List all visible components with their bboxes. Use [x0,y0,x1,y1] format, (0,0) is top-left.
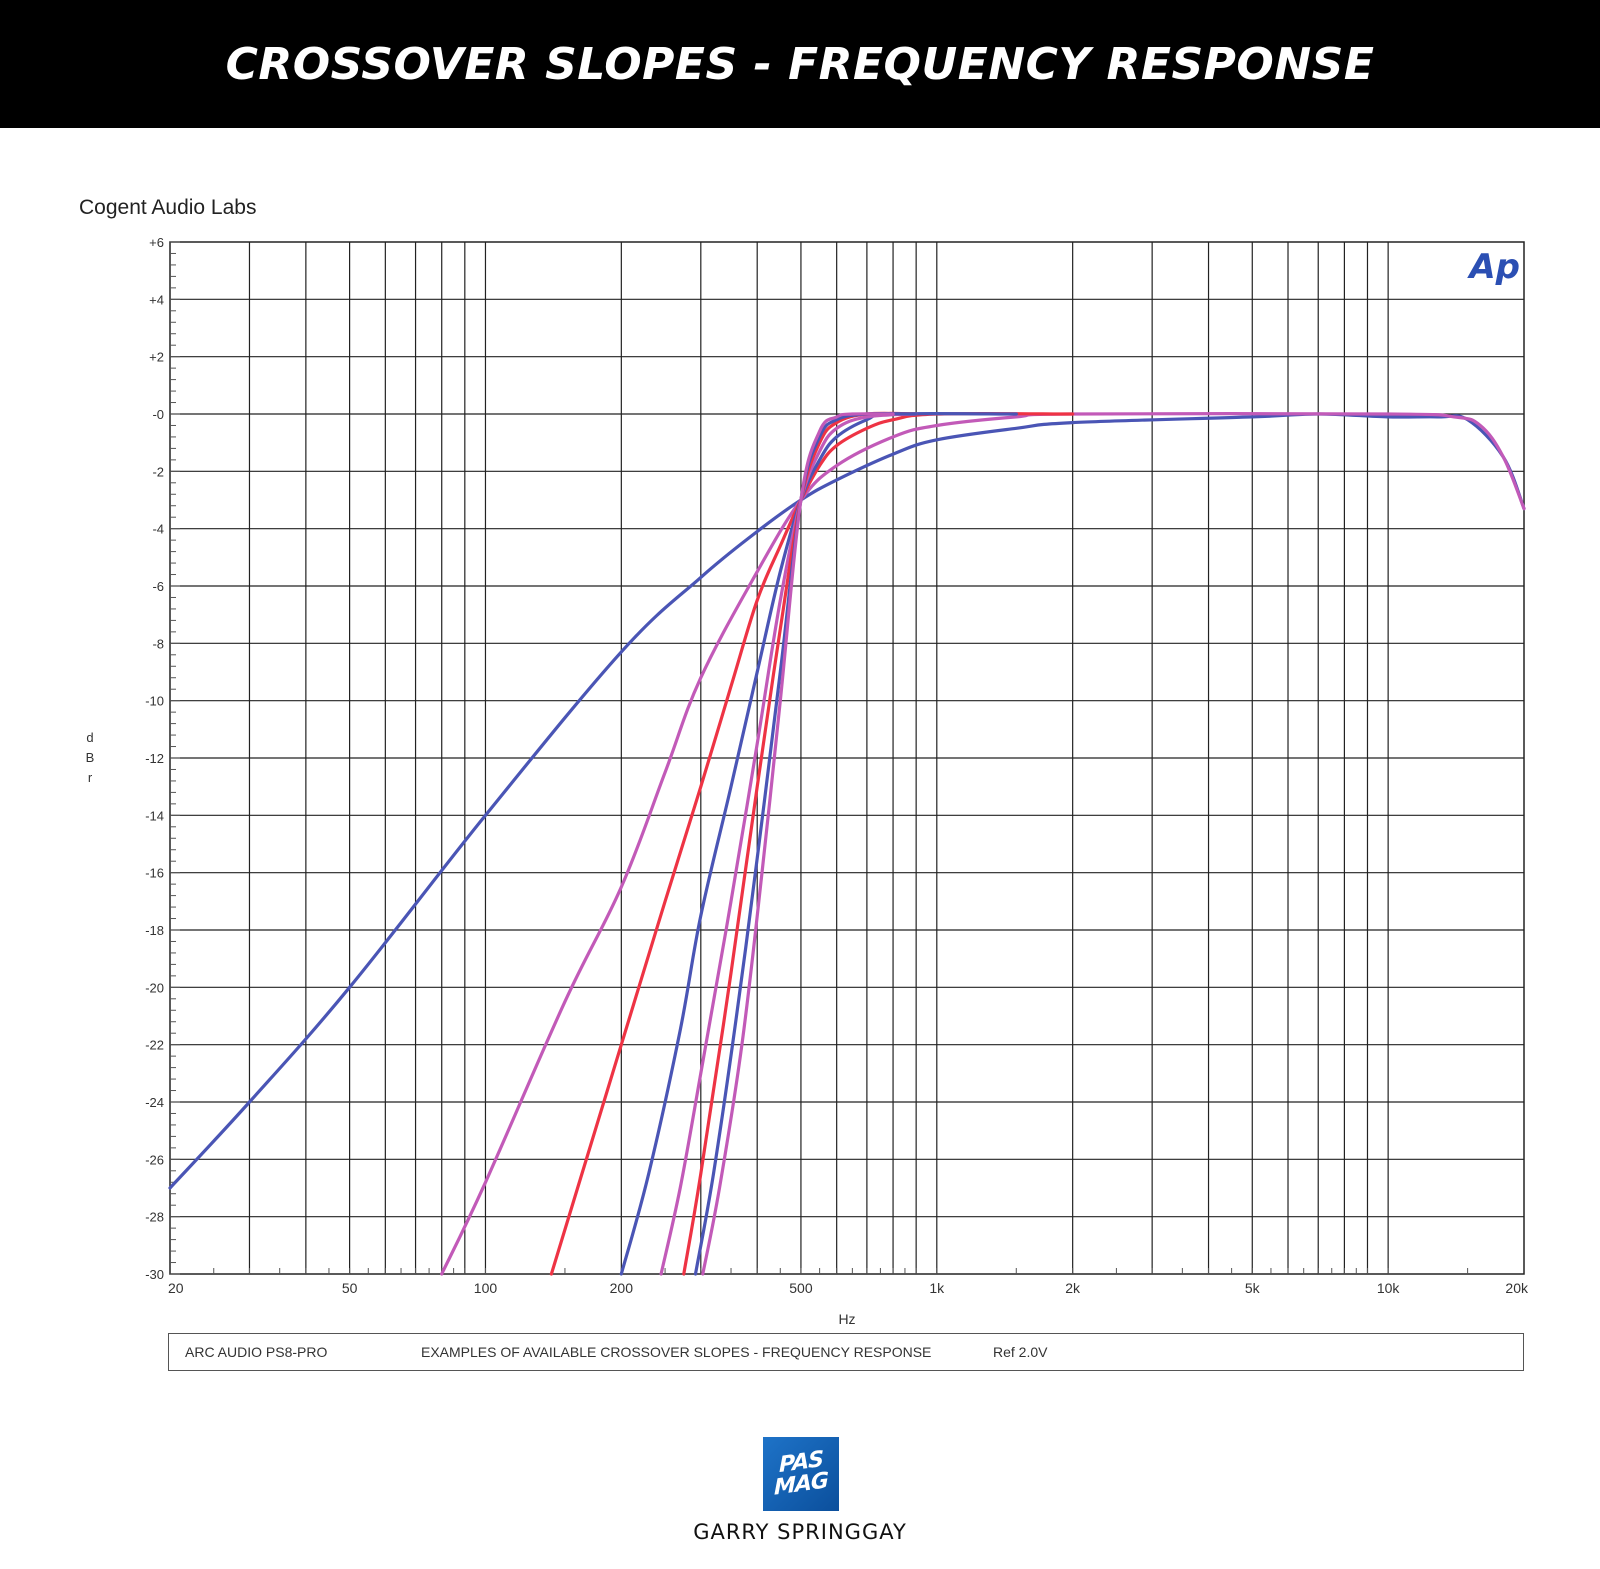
y-tick-label: -6 [152,579,164,594]
logo-line-2: MAG [774,1468,828,1501]
legend-box: ARC AUDIO PS8-PRO EXAMPLES OF AVAILABLE … [168,1333,1524,1371]
y-axis-label-char: r [88,770,93,785]
frequency-response-chart: 20 50 100 200 500 1k 2k 5k 10k 20k +6 +4 +2 -0 -2 -4 -6 -… [86,235,1529,1327]
series-line-2 [440,412,1526,1276]
chart-brand-label: Cogent Audio Labs [79,196,257,219]
legend-device: ARC AUDIO PS8-PRO [185,1344,328,1360]
pasmag-logo: PAS MAG [763,1437,839,1511]
y-tick-label: -4 [152,522,164,537]
y-axis-label-char: d [86,730,93,745]
y-tick-label: -16 [145,866,164,881]
y-axis-label: dBr [86,730,95,785]
x-tick-label: 100 [474,1280,498,1296]
legend-description: EXAMPLES OF AVAILABLE CROSSOVER SLOPES -… [421,1344,932,1360]
ap-logo: Ap [1466,247,1520,287]
y-tick-label: -2 [152,464,164,479]
x-tick-label: 2k [1065,1280,1081,1296]
series-line-8 [701,412,895,1276]
series-line-3 [549,411,1075,1276]
y-tick-label: +6 [149,235,164,250]
y-tick-label: -8 [152,636,164,651]
x-tick-label: 10k [1377,1280,1401,1296]
grid [170,241,1524,1275]
series-line-6 [682,411,918,1276]
y-tick-label: -22 [145,1038,164,1053]
series-line-5 [659,412,918,1276]
series-line-1 [168,412,1526,1190]
y-tick-label: -18 [145,923,164,938]
y-tick-label: -0 [152,407,164,422]
x-tick-label: 50 [342,1280,358,1296]
y-tick-label: -14 [145,808,164,823]
y-tick-label: -10 [145,694,164,709]
x-tick-label: 1k [929,1280,945,1296]
y-tick-label: -28 [145,1210,164,1225]
x-axis-label: Hz [838,1311,855,1327]
y-tick-label: -26 [145,1152,164,1167]
page-title: CROSSOVER SLOPES - FREQUENCY RESPONSE [225,38,1375,90]
y-tick-label: +2 [149,350,164,365]
series-group [168,411,1526,1276]
x-tick-label: 20k [1505,1280,1529,1296]
tick-labels: 20 50 100 200 500 1k 2k 5k 10k 20k +6 +4 +2 -0 -2 -4 -6 -… [145,235,1529,1296]
series-line-4 [619,411,1018,1276]
series-line-7 [693,411,918,1276]
y-tick-label: -24 [145,1095,164,1110]
header-banner: CROSSOVER SLOPES - FREQUENCY RESPONSE [0,0,1600,128]
x-tick-label: 20 [168,1280,184,1296]
y-axis-label-char: B [86,750,95,765]
photo-credit: GARRY SPRINGGAY [693,1520,907,1544]
legend-ref: Ref 2.0V [993,1344,1048,1360]
y-tick-label: +4 [149,292,164,307]
x-tick-label: 5k [1245,1280,1261,1296]
y-tick-label: -20 [145,980,164,995]
y-tick-label: -30 [145,1267,164,1282]
x-tick-label: 500 [789,1280,813,1296]
y-tick-label: -12 [145,751,164,766]
x-tick-label: 200 [610,1280,634,1296]
